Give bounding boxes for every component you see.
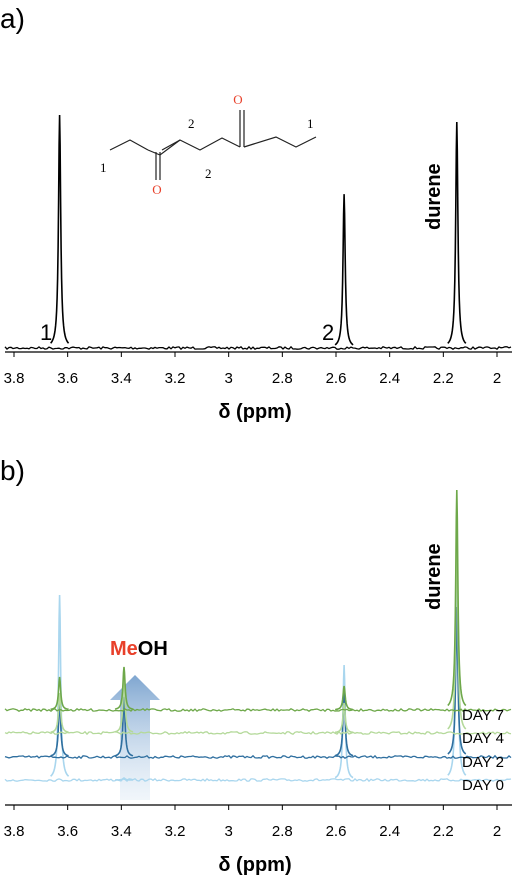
legend-label: DAY 4: [462, 730, 504, 747]
x-tick-label: 2: [493, 823, 501, 840]
peak: [334, 702, 354, 734]
x-tick-label: 3.6: [57, 370, 78, 387]
atom-number: 2: [205, 166, 212, 181]
x-tick-label: 2.6: [326, 370, 347, 387]
peak: [447, 121, 467, 344]
peak: [50, 594, 70, 777]
legend-label: DAY 7: [462, 707, 504, 724]
legend-label: DAY 0: [462, 777, 504, 794]
peak-label: durene: [423, 163, 445, 230]
x-tick-label: 2.4: [379, 823, 400, 840]
x-tick-label: 3: [224, 823, 232, 840]
x-tick-label: 2.8: [272, 370, 293, 387]
atom: O: [233, 92, 242, 107]
x-tick-label: 2.2: [433, 823, 454, 840]
x-tick-label: 2: [493, 370, 501, 387]
atom-number: 1: [307, 116, 314, 131]
x-axis-title: δ (ppm): [218, 854, 291, 876]
molecule: [109, 110, 317, 180]
atom: O: [152, 182, 161, 197]
annotation: Me: [110, 638, 138, 660]
peak: [447, 489, 467, 707]
peak: [114, 696, 134, 757]
x-tick-label: 3: [224, 370, 232, 387]
x-tick-label: 2.2: [433, 370, 454, 387]
peak: [335, 685, 354, 711]
baseline: [4, 777, 512, 783]
peak-label: 2: [322, 320, 334, 345]
legend-label: DAY 2: [462, 754, 504, 771]
x-tick-label: 3.8: [4, 370, 25, 387]
x-tick-label: 3.6: [57, 823, 78, 840]
x-tick-label: 3.8: [4, 823, 25, 840]
x-tick-label: 2.4: [379, 370, 400, 387]
baseline: [4, 345, 512, 351]
baseline: [4, 730, 512, 736]
atom-number: 1: [100, 160, 107, 175]
peak: [50, 114, 70, 344]
atom-number: 2: [188, 116, 195, 131]
baseline: [4, 754, 512, 760]
x-tick-label: 3.4: [111, 370, 132, 387]
x-tick-label: 2.6: [326, 823, 347, 840]
peak: [50, 676, 69, 711]
peak: [115, 777, 133, 781]
peak: [447, 606, 467, 755]
arrow: [110, 675, 160, 800]
annotation: OH: [138, 638, 168, 660]
x-tick-label: 3.4: [111, 823, 132, 840]
x-tick-label: 3.2: [165, 370, 186, 387]
baseline: [4, 707, 512, 713]
panel-label: b): [0, 455, 25, 486]
x-tick-label: 2.8: [272, 823, 293, 840]
peak-label: 1: [40, 320, 52, 345]
peak-label: durene: [423, 543, 445, 610]
x-axis-title: δ (ppm): [218, 401, 291, 423]
peak: [50, 692, 69, 733]
peak: [334, 691, 354, 757]
peak: [114, 666, 134, 710]
peak: [334, 194, 354, 346]
panel-label: a): [0, 3, 25, 34]
peak: [334, 664, 354, 779]
x-tick-label: 3.2: [165, 823, 186, 840]
